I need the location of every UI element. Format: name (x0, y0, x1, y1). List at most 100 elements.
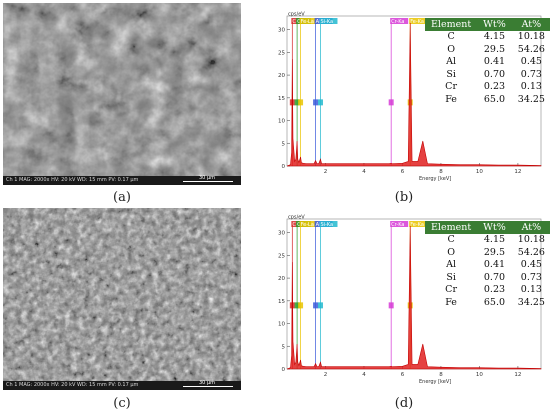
x-tick-label: 6 (401, 169, 405, 175)
scale-bar-c (183, 386, 233, 387)
composition-body-d: C 4.15 10.18 O 29.5 54.26 Al 0.41 0.45 Si 0.70 0.73… (425, 234, 550, 310)
sem-texture-c (3, 208, 241, 390)
peak-label: Cr-Ka (391, 19, 404, 25)
y-tick-label: 5 (282, 344, 286, 350)
y-tick-label: 10 (278, 119, 285, 125)
spectrum-series (286, 225, 542, 370)
composition-row: O 29.5 54.26 (425, 247, 550, 260)
composition-header-cell: At% (511, 221, 550, 234)
weight-percent: 29.5 (483, 43, 506, 55)
composition-row: Fe 65.0 34.25 (425, 297, 550, 310)
sem-info-bar-c: Ch 1 MAG: 2000x HV: 20 kV WD: 15 mm PV: … (3, 381, 241, 390)
weight-percent: 29.5 (483, 246, 506, 258)
y-tick-label: 20 (278, 276, 285, 282)
composition-header-cell: Wt% (477, 221, 512, 234)
composition-row: Si 0.70 0.73 (425, 272, 550, 285)
composition-header-cell: Element (425, 221, 478, 234)
atomic-percent: 0.45 (520, 56, 542, 68)
spectrum-series (286, 22, 542, 167)
weight-percent: 65.0 (483, 93, 506, 105)
element-symbol: Cr (445, 81, 457, 93)
composition-header-d: Element Wt% At% (425, 221, 550, 234)
plot-area (286, 15, 542, 167)
peak-label-box (390, 18, 409, 24)
peak-label-box (319, 221, 338, 227)
y-tick-label: 25 (278, 50, 285, 56)
peak-mid-marker (317, 302, 323, 309)
peak-label-box (299, 221, 318, 227)
caption-b: (b) (394, 190, 414, 205)
composition-row: Al 0.41 0.45 (425, 259, 550, 272)
scale-label-a: 30 μm (199, 175, 216, 181)
y-tick-label: 15 (278, 96, 285, 102)
composition-row: Fe 65.0 34.25 (425, 94, 550, 107)
peak-mid-marker (388, 99, 394, 106)
weight-percent: 0.23 (483, 284, 506, 296)
composition-header-cell: At% (511, 18, 550, 31)
sem-texture-a (3, 3, 241, 185)
composition-header-cell: Wt% (477, 18, 512, 31)
peak-mid-marker (294, 99, 300, 106)
composition-row: O 29.5 54.26 (425, 44, 550, 57)
y-tick-label: 5 (282, 141, 286, 147)
plot-area (286, 218, 542, 370)
peak-label: Fe-La (301, 222, 314, 228)
y-tick-label: 30 (278, 28, 285, 34)
peak-label: Fe-La (301, 19, 314, 25)
peak-label-box (319, 18, 338, 24)
x-tick-label: 2 (324, 169, 328, 175)
y-unit-label: cps/eV (288, 215, 305, 221)
peak-mid-marker (298, 302, 304, 309)
x-tick-label: 10 (476, 169, 483, 175)
weight-percent: 0.41 (483, 56, 506, 68)
x-tick-label: 4 (362, 372, 366, 378)
element-symbol: Al (446, 56, 457, 68)
sem-image-a: Ch 1 MAG: 2000x HV: 20 kV WD: 15 mm PV: … (3, 3, 241, 185)
atomic-percent: 10.18 (517, 234, 545, 245)
y-tick-label: 0 (282, 367, 286, 373)
y-tick-label: 0 (282, 164, 286, 170)
element-symbol: C (447, 31, 455, 42)
x-axis-label: Energy [keV] (419, 176, 451, 182)
caption-d: (d) (394, 396, 414, 411)
weight-percent: 4.15 (483, 234, 506, 245)
x-tick-label: 8 (439, 169, 443, 175)
x-tick-label: 8 (439, 372, 443, 378)
peak-label-box (390, 221, 409, 227)
caption-a: (a) (113, 190, 131, 205)
atomic-percent: 0.73 (520, 68, 542, 80)
element-symbol: Si (446, 68, 456, 80)
y-unit-label: cps/eV (288, 12, 305, 18)
weight-percent: 0.70 (483, 271, 506, 283)
atomic-percent: 54.26 (517, 246, 545, 258)
element-symbol: Fe (445, 296, 457, 308)
x-tick-label: 10 (476, 372, 483, 378)
y-tick-label: 10 (278, 322, 285, 328)
x-tick-label: 12 (514, 372, 521, 378)
scale-bar-a (183, 181, 233, 182)
x-tick-label: 2 (324, 372, 328, 378)
peak-label-box (409, 221, 428, 227)
x-tick-label: 12 (514, 169, 521, 175)
peak-label-box (409, 18, 428, 24)
atomic-percent: 34.25 (517, 93, 545, 105)
atomic-percent: 34.25 (517, 296, 545, 308)
peak-label: Fe-Ka (410, 222, 424, 228)
composition-row: Al 0.41 0.45 (425, 56, 550, 69)
peak-label: Si-Ka (320, 19, 333, 25)
y-tick-label: 25 (278, 253, 285, 259)
peak-label: Fe-Ka (410, 19, 424, 25)
weight-percent: 4.15 (483, 31, 506, 42)
composition-body-b: C 4.15 10.18 O 29.5 54.26 Al 0.41 0.45 Si 0.70 0.73… (425, 31, 550, 107)
composition-row: C 4.15 10.18 (425, 31, 550, 44)
composition-header-b: Element Wt% At% (425, 18, 550, 31)
sem-image-c: Ch 1 MAG: 2000x HV: 20 kV WD: 15 mm PV: … (3, 208, 241, 390)
peak-mid-marker (294, 302, 300, 309)
atomic-percent: 0.73 (520, 271, 542, 283)
peak-mid-marker (388, 302, 394, 309)
caption-c: (c) (113, 396, 131, 411)
sem-info-bar-a: Ch 1 MAG: 2000x HV: 20 kV WD: 15 mm PV: … (3, 176, 241, 185)
